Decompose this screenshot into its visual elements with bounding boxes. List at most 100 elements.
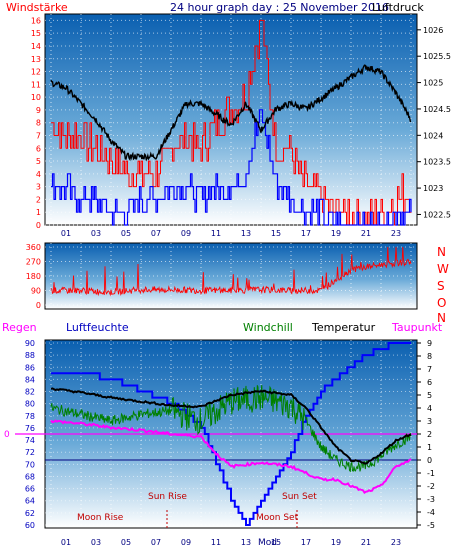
hour-tick-label: 11 [211,229,221,238]
wind-tick-label: 3 [36,183,41,192]
header-date: 24 hour graph day : 25 November 2016 [170,1,389,14]
wind-tick-label: 11 [31,80,41,89]
pressure-tick-label: 1024 [423,131,443,140]
direction-tick-label: 90 [31,287,41,296]
hour-tick-label: 07 [151,538,161,547]
temperature-tick-label: 9 [427,339,432,348]
temperature-tick-label: -1 [427,469,435,478]
direction-tick-label: 270 [26,258,41,267]
humidity-tick-label: 60 [25,521,35,530]
header-luftdruck: Luftdruck [372,1,424,14]
temperature-tick-label: 0 [427,456,432,465]
rain-zero-label: 0 [4,430,10,440]
direction-tick-label: 180 [26,272,41,281]
dir-label-s: S [437,279,445,293]
humidity-axis-ticks: 90 88 86 84 82 80 78 76 74 72 70 68 66 64 62 60 [25,339,35,530]
temperature-tick-label: -2 [427,482,435,491]
hour-tick-label: 05 [121,538,131,547]
temperature-tick-label: -4 [427,508,435,517]
hour-tick-label: 01 [61,229,71,238]
label-windchill: Windchill [243,321,293,334]
pressure-line [50,64,412,162]
humidity-line [51,342,411,526]
temperature-axis-ticks: 9 8 7 6 5 4 3 2 1 0 -1 -2 -3 -4 -5 [417,339,435,530]
humidity-tick-label: 80 [25,400,35,409]
hour-tick-label: 11 [211,538,221,547]
wind-direction-grid [45,243,417,309]
temperature-tick-label: 1 [427,443,432,452]
temperature-tick-label: 6 [427,378,432,387]
hour-tick-label: 13 [241,229,251,238]
hour-tick-label: 07 [151,229,161,238]
hour-tick-label: 15 [271,538,281,547]
humidity-tick-label: 62 [25,509,35,518]
annotation-moon-set: Moon Set [256,513,299,523]
humidity-tick-label: 78 [25,412,35,421]
hour-tick-label: 21 [361,229,371,238]
humidity-tick-label: 76 [25,424,35,433]
temp-humidity-series [50,342,412,526]
pressure-tick-label: 1025 [423,79,443,88]
label-regen: Regen [2,321,37,334]
wind-gust-line [51,19,412,226]
direction-tick-label: 360 [26,243,41,252]
hour-tick-label: 03 [91,229,101,238]
pressure-tick-label: 1023 [423,184,443,193]
hour-tick-label: 17 [301,229,311,238]
label-luftfeuchte: Luftfeuchte [66,321,129,334]
wind-tick-label: 0 [36,221,41,230]
wind-tick-label: 7 [36,131,41,140]
label-temperatur: Temperatur [311,321,376,334]
temperature-tick-label: 5 [427,391,432,400]
hour-tick-label: 21 [361,538,371,547]
hour-axis-ticks: 01 03 05 07 09 11 13 15 17 19 21 23 [61,229,401,238]
annotation-mod: Mod [258,538,277,548]
wind-tick-label: 10 [31,93,41,102]
humidity-tick-label: 72 [25,448,35,457]
temperature-tick-label: -3 [427,495,435,504]
wind-tick-label: 12 [31,68,41,77]
hour-tick-label: 19 [331,229,341,238]
hour-tick-label: 01 [61,538,71,547]
wind-pressure-series [50,19,412,226]
pressure-axis-ticks: 1026 1025.5 1025 1024.5 1024 1023.5 1023 1022.5 [417,26,451,219]
wind-tick-label: 2 [36,195,41,204]
wind-tick-label: 1 [36,208,41,217]
temperature-tick-label: 7 [427,365,432,374]
humidity-tick-label: 70 [25,460,35,469]
hour-tick-label: 03 [91,538,101,547]
wind-tick-label: 4 [36,170,41,179]
wind-direction-series [50,246,412,297]
direction-axis-ticks: 360 270 180 90 0 [26,243,41,310]
windchill-line [50,385,412,473]
dir-label-n: N [437,245,446,259]
dewpoint-line [50,419,412,494]
dir-label-o: O [437,296,446,310]
humidity-tick-label: 88 [25,351,35,360]
annotation-sun-set: Sun Set [282,492,317,502]
temperature-tick-label: 4 [427,404,432,413]
wind-average-line [51,109,412,226]
humidity-tick-label: 86 [25,363,35,372]
wind-tick-label: 8 [36,119,41,128]
temperature-tick-label: 8 [427,352,432,361]
humidity-tick-label: 64 [25,497,35,506]
hour-axis-ticks-lower: 01 03 05 07 09 11 13 15 17 19 21 23 [61,538,401,547]
pressure-tick-label: 1025.5 [423,52,451,61]
temperature-line [50,387,412,465]
humidity-tick-label: 66 [25,485,35,494]
wind-tick-label: 13 [31,55,41,64]
hour-tick-label: 09 [181,538,191,547]
wind-tick-label: 6 [36,144,41,153]
humidity-tick-label: 74 [25,436,35,445]
hour-tick-label: 15 [271,229,281,238]
pressure-tick-label: 1022.5 [423,210,451,219]
wind-tick-label: 9 [36,106,41,115]
hour-tick-label: 23 [391,538,401,547]
humidity-tick-label: 68 [25,472,35,481]
pressure-tick-label: 1023.5 [423,158,451,167]
label-taupunkt: Taupunkt [391,321,443,334]
direction-tick-label: 0 [36,301,41,310]
